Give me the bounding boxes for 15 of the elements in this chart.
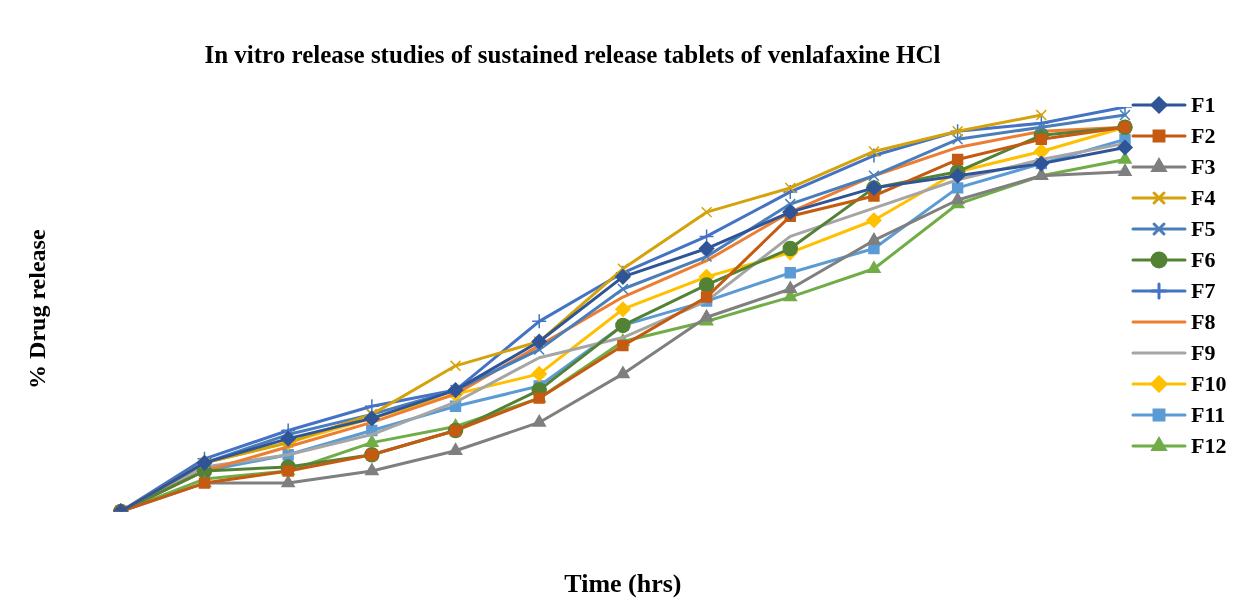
- chart-title: In vitro release studies of sustained release tablets of venlafaxine HCl: [204, 41, 941, 69]
- legend-label: F2: [1191, 122, 1216, 148]
- legend-label: F7: [1191, 277, 1216, 303]
- legend-label: F1: [1191, 91, 1216, 117]
- y-axis-title: % Drug release: [23, 229, 50, 389]
- legend-label: F10: [1191, 370, 1227, 396]
- legend-label: F4: [1191, 184, 1216, 210]
- legend-label: F3: [1191, 153, 1216, 179]
- x-axis-title: Time (hrs): [564, 569, 682, 599]
- legend-label: F5: [1191, 215, 1216, 241]
- legend-label: F9: [1191, 339, 1216, 365]
- legend-label: F8: [1191, 308, 1216, 334]
- legend-label: F11: [1191, 401, 1226, 427]
- legend-label: F12: [1191, 432, 1227, 458]
- legend-label: F6: [1191, 246, 1216, 272]
